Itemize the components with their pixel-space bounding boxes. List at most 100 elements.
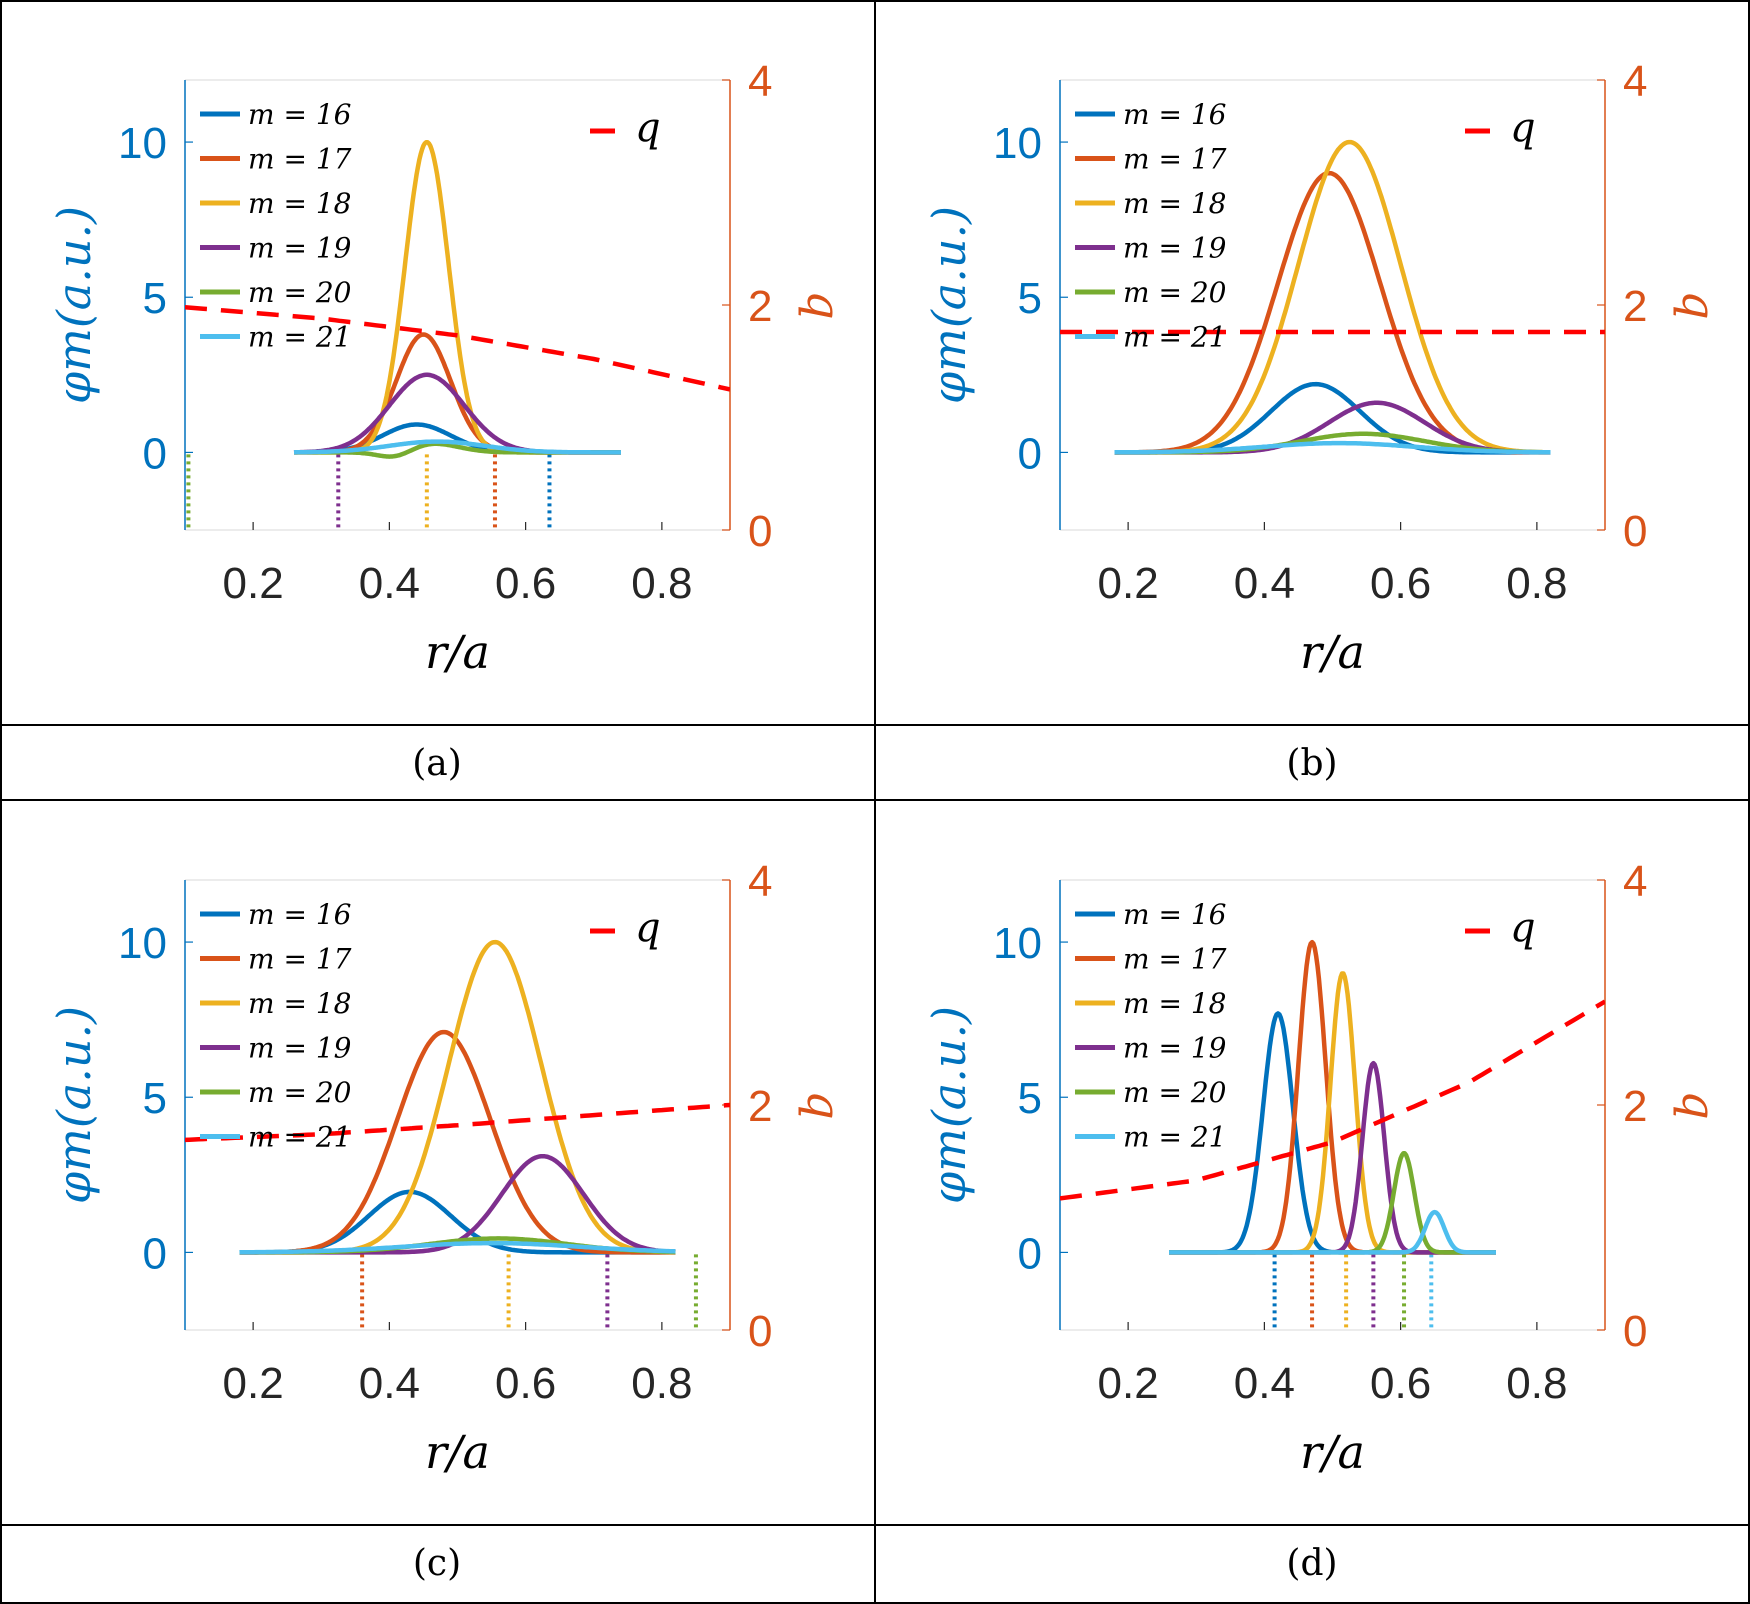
legend-label: m = 18 [248,987,351,1020]
legend-label: m = 16 [1123,98,1226,131]
legend-label: m = 17 [1123,143,1227,176]
y-axis-label: φm(a.u.) [922,1006,976,1204]
y-tick-label: 5 [1018,274,1042,323]
y-tick-label: 10 [993,119,1042,168]
x-tick-label: 0.6 [1370,1359,1431,1408]
legend-label: m = 21 [1123,1121,1226,1154]
legend-label: m = 18 [1123,987,1226,1020]
y-axis-label: φm(a.u.) [47,1006,101,1204]
q-profile-line [185,305,730,392]
legend: m = 16 m = 17 m = 18 m = 19 m = 20 m = 21 q [200,898,661,1154]
legend-label: m = 18 [1123,187,1226,220]
legend-label: m = 16 [1123,898,1226,931]
x-tick-label: 0.4 [1234,1359,1295,1408]
y-tick-label: 5 [1018,1074,1042,1123]
y-right-axis-label: q [1672,290,1726,319]
y-tick-label: 10 [993,919,1042,968]
y-tick-label: 0 [1018,429,1042,478]
x-tick-label: 0.8 [631,1359,692,1408]
y-tick-label: 10 [118,919,167,968]
y-tick-label: 0 [1018,1229,1042,1278]
legend-label: m = 20 [248,1076,351,1109]
y-right-tick-label: 0 [748,507,772,556]
q-legend-label: q [635,905,661,951]
series-line-m17 [239,1029,676,1255]
y-right-tick-label: 0 [1623,507,1647,556]
x-tick-label: 0.2 [1098,559,1159,608]
y-right-tick-label: 2 [1623,1082,1647,1131]
panel-caption: (d) [1286,1543,1337,1584]
series-line-m21 [239,1240,676,1255]
y-right-tick-label: 4 [1623,857,1647,906]
q-profile-line [1060,999,1605,1201]
x-axis-label: r/a [1300,1425,1365,1479]
series-line-m21 [1168,1209,1497,1255]
x-tick-label: 0.6 [495,1359,556,1408]
legend-label: m = 16 [248,898,351,931]
x-tick-label: 0.4 [359,559,420,608]
x-tick-label: 0.4 [1234,559,1295,608]
legend-label: m = 17 [248,143,352,176]
plot-area [185,139,730,530]
legend-label: m = 19 [248,232,351,265]
panel-caption: (c) [413,1543,461,1584]
y-tick-label: 0 [143,1229,167,1278]
y-right-axis-label: q [1672,1090,1726,1119]
x-tick-label: 0.8 [1506,559,1567,608]
y-axis-label: φm(a.u.) [47,206,101,404]
legend-label: m = 17 [1123,943,1227,976]
x-axis-label: r/a [1300,625,1365,679]
q-legend-label: q [1510,105,1536,151]
y-right-axis-label: q [797,1090,851,1119]
legend-label: m = 21 [1123,321,1226,354]
panel-caption: (a) [412,743,462,784]
legend-label: m = 20 [1123,276,1226,309]
y-right-axis-label: q [797,290,851,319]
legend: m = 16 m = 17 m = 18 m = 19 m = 20 m = 21 q [200,98,661,354]
x-tick-label: 0.6 [495,559,556,608]
legend-label: m = 20 [1123,1076,1226,1109]
legend-label: m = 18 [248,187,351,220]
x-tick-label: 0.8 [631,559,692,608]
x-tick-label: 0.2 [223,1359,284,1408]
plot-area [185,939,730,1330]
plot-area [1060,139,1605,455]
x-tick-label: 0.8 [1506,1359,1567,1408]
x-axis-label: r/a [425,625,490,679]
y-right-tick-label: 4 [1623,57,1647,106]
y-right-tick-label: 4 [748,857,772,906]
legend-label: m = 21 [248,321,351,354]
series-line-m21 [1114,440,1551,455]
panel-caption: (b) [1286,743,1337,784]
y-tick-label: 5 [143,274,167,323]
x-axis-label: r/a [425,1425,490,1479]
y-right-tick-label: 2 [748,1082,772,1131]
x-tick-label: 0.6 [1370,559,1431,608]
legend-label: m = 19 [1123,1032,1226,1065]
legend-label: m = 17 [248,943,352,976]
legend: m = 16 m = 17 m = 18 m = 19 m = 20 m = 21 q [1075,898,1536,1154]
series-line-m21 [293,439,622,455]
y-tick-label: 0 [143,429,167,478]
y-right-tick-label: 0 [748,1307,772,1356]
legend-label: m = 16 [248,98,351,131]
x-tick-label: 0.2 [1098,1359,1159,1408]
y-tick-label: 10 [118,119,167,168]
legend-label: m = 19 [248,1032,351,1065]
y-right-tick-label: 2 [1623,282,1647,331]
y-right-tick-label: 0 [1623,1307,1647,1356]
legend-label: m = 20 [248,276,351,309]
legend-label: m = 21 [248,1121,351,1154]
q-profile-line [185,1102,730,1143]
q-legend-label: q [635,105,661,151]
x-tick-label: 0.2 [223,559,284,608]
q-legend-label: q [1510,905,1536,951]
x-tick-label: 0.4 [359,1359,420,1408]
y-right-tick-label: 2 [748,282,772,331]
